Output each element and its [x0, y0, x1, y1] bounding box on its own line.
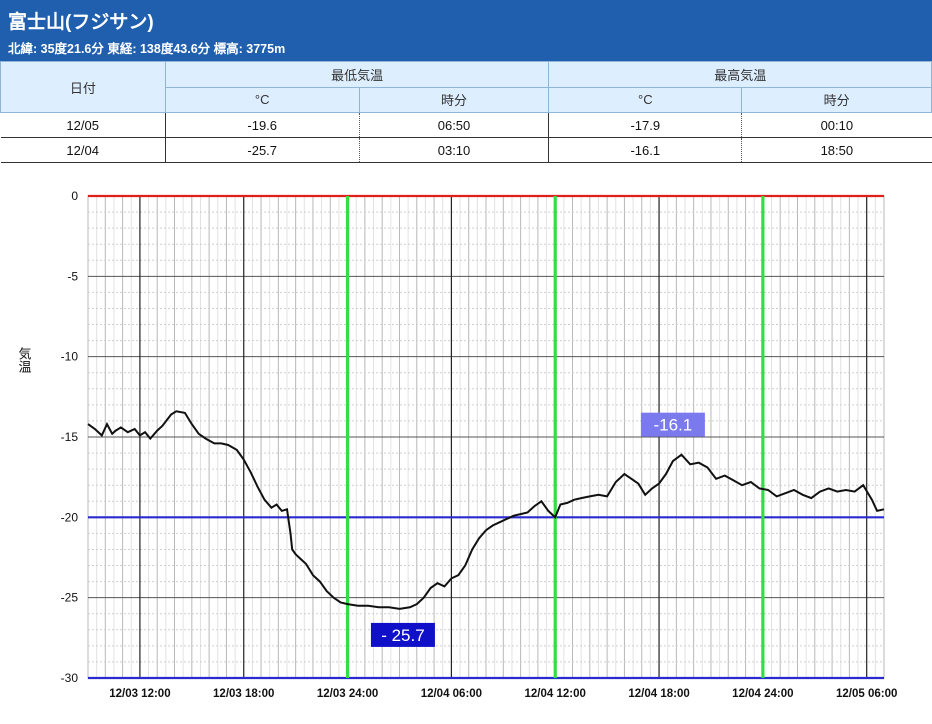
- reference-lines: [88, 194, 884, 680]
- max-temp-header: 最高気温: [548, 61, 932, 88]
- y-tick-label: -10: [61, 350, 79, 364]
- row-max-temp: -16.1: [548, 137, 742, 163]
- x-tick-label: 12/05 06:00: [836, 688, 897, 700]
- row-max-time: 00:10: [741, 112, 932, 138]
- min-unit-header: °C: [164, 86, 360, 113]
- station-coordinates: 北緯: 35度21.6分 東経: 138度43.6分 標高: 3775m: [8, 42, 286, 56]
- x-tick-label: 12/03 18:00: [213, 688, 274, 700]
- max-unit-header: °C: [548, 86, 743, 113]
- table-row: 12/04 -25.7 03:10 -16.1 18:50: [0, 137, 932, 163]
- station-header: 富士山(フジサン) 北緯: 35度21.6分 東経: 138度43.6分 標高:…: [0, 0, 932, 61]
- x-tick-label: 12/04 12:00: [525, 688, 586, 700]
- row-max-temp: -17.9: [548, 112, 742, 138]
- x-tick-label: 12/04 24:00: [732, 688, 793, 700]
- annotation-label: - 25.7: [381, 626, 424, 645]
- row-min-time: 06:50: [358, 112, 549, 138]
- date-column-header: 日付: [0, 61, 166, 113]
- temperature-series-line: [87, 410, 885, 610]
- row-max-time: 18:50: [741, 137, 932, 163]
- annotation-box: [370, 622, 435, 647]
- y-tick-label: 0: [71, 189, 78, 203]
- y-axis-label: 気温: [17, 346, 32, 373]
- table-row: 12/05 -19.6 06:50 -17.9 00:10: [0, 112, 932, 138]
- x-tick-label: 12/04 06:00: [421, 688, 482, 700]
- row-date: 12/04: [0, 137, 166, 163]
- annotation-box: [640, 412, 705, 437]
- x-tick-label: 12/03 12:00: [109, 688, 170, 700]
- y-tick-label: -15: [61, 430, 79, 444]
- row-min-temp: -25.7: [164, 137, 360, 163]
- row-min-temp: -19.6: [164, 112, 360, 138]
- x-axis-ticks: 12/03 12:00 12/03 18:00 12/03 24:00 12/04 0…: [109, 688, 897, 700]
- day-markers: [345, 196, 765, 678]
- x-tick-label: 12/04 18:00: [628, 688, 689, 700]
- station-title: 富士山(フジサン): [8, 12, 154, 33]
- row-date: 12/05: [0, 112, 166, 138]
- temperature-summary-table: 日付 最低気温 最高気温 °C 時分 °C 時分 12/05 -19.6 06:…: [0, 61, 932, 163]
- max-time-header: 時分: [741, 86, 932, 113]
- min-temp-header: 最低気温: [164, 61, 550, 88]
- y-tick-label: -25: [61, 591, 79, 605]
- y-tick-label: -5: [67, 269, 78, 283]
- y-axis-ticks: 0 -5 -10 -15 -20 -25 -30: [61, 189, 79, 685]
- y-tick-label: -30: [61, 671, 79, 685]
- y-tick-label: -20: [61, 510, 79, 524]
- annotation-label: -16.1: [654, 416, 693, 435]
- row-min-time: 03:10: [358, 137, 549, 163]
- x-tick-label: 12/03 24:00: [317, 688, 378, 700]
- chart-grid: [87, 195, 885, 679]
- annotations: -16.1 - 25.7: [370, 412, 705, 647]
- min-time-header: 時分: [358, 86, 550, 113]
- temperature-chart: 0 -5 -10 -15 -20 -25 -30 12/03 12:00 12/03 18:0…: [17, 189, 898, 700]
